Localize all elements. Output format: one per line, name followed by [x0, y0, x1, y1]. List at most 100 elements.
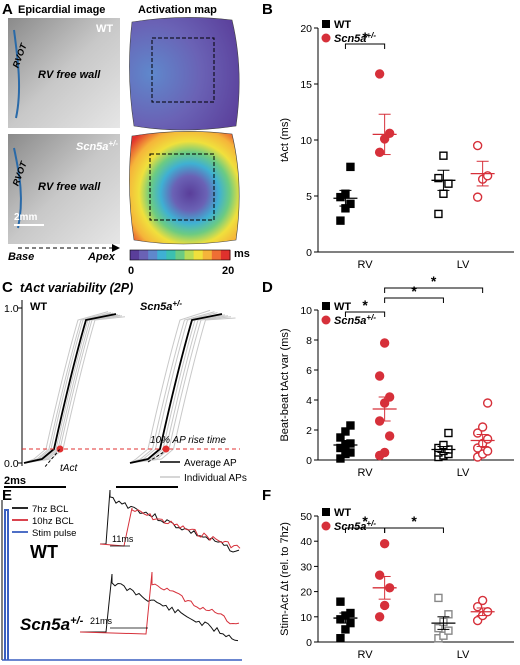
- y-axis-label: Beat-beat tAct var (ms): [279, 328, 291, 441]
- y-tick-label: 0: [306, 637, 312, 649]
- y-tick-label: 50: [300, 511, 312, 523]
- legend-wt-label: WT: [334, 507, 351, 519]
- legend-label-2: Stim pulse: [32, 528, 76, 539]
- legend-scn-label: Scn5a+/-: [334, 519, 376, 533]
- legend-wt-label: WT: [334, 19, 351, 31]
- legend-individual-label: Individual APs: [184, 473, 247, 484]
- individual-ap-trace-scn: [129, 317, 236, 464]
- y-tick-label: 15: [300, 79, 312, 91]
- y-tick-label: 4: [306, 395, 312, 407]
- data-point-wt: [346, 448, 355, 457]
- colorbar-unit: ms: [234, 248, 250, 260]
- scn-label: Scn5a+/-: [76, 139, 118, 153]
- data-point-wt: [444, 610, 453, 619]
- data-point-scn: [379, 338, 390, 348]
- panel-e-wt-label: WT: [30, 542, 58, 562]
- colorbar-swatch: [184, 250, 195, 260]
- legend-wt-label: WT: [334, 301, 351, 313]
- legend-wt-marker: [322, 302, 330, 310]
- scn-7hz-trace: [80, 573, 239, 642]
- colorbar-min: 0: [128, 265, 134, 277]
- data-point-scn: [379, 539, 390, 549]
- data-point-wt: [444, 179, 453, 188]
- panel-d: D 0 2 4 6 8 10 Beat-beat tAct var (ms) RV LV * * * W…: [262, 273, 514, 479]
- scn-rvot-outline: [13, 147, 22, 229]
- individual-ap-trace-wt: [23, 314, 119, 464]
- individual-ap-trace-wt: [23, 312, 112, 464]
- panel-label-f: F: [262, 487, 271, 504]
- col-activation-title: Activation map: [138, 4, 217, 16]
- data-point-scn: [482, 398, 493, 408]
- colorbar-swatch: [175, 250, 186, 260]
- panel-label-d: D: [262, 279, 273, 296]
- y-tick-label: 6: [306, 365, 312, 377]
- y-tick-label: 0: [306, 247, 312, 259]
- col-epicardial-title: Epicardial image: [18, 4, 105, 16]
- data-point-wt: [341, 625, 350, 634]
- y-tick-1: 1.0: [4, 303, 19, 315]
- significance-star: *: [411, 513, 417, 529]
- chart-d: 0 2 4 6 8 10 Beat-beat tAct var (ms) RV LV * * * WTS…: [279, 273, 514, 479]
- colorbar-swatch: [130, 250, 140, 260]
- wt-activation-map: [129, 17, 240, 131]
- colorbar-swatch: [202, 250, 213, 260]
- chart-f: 0 10 20 30 40 50 Stim-Act Δt (rel. to 7hz) RV LV…: [279, 507, 514, 661]
- legend-average-label: Average AP: [184, 458, 237, 469]
- y-tick-label: 30: [300, 561, 312, 573]
- data-point-wt: [336, 216, 345, 225]
- individual-ap-trace-wt: [23, 311, 109, 464]
- data-point-scn: [379, 600, 390, 611]
- individual-ap-trace-wt: [23, 314, 121, 464]
- apex-label: Apex: [87, 251, 116, 263]
- y-tick-label: 10: [300, 135, 312, 147]
- data-point-wt: [439, 189, 448, 198]
- scn-10hz-trace: [79, 571, 240, 635]
- significance-bracket: [384, 297, 444, 303]
- data-point-wt: [444, 428, 453, 438]
- data-point-scn: [374, 371, 385, 381]
- significance-bracket: [384, 527, 444, 533]
- y-tick-label: 20: [300, 587, 312, 599]
- data-point-scn: [384, 431, 395, 441]
- data-point-wt: [439, 151, 448, 160]
- data-point-wt: [434, 593, 443, 603]
- individual-ap-trace-wt: [23, 316, 126, 464]
- scn-roi-box: [149, 153, 215, 221]
- data-point-scn: [477, 595, 488, 606]
- average-ap-trace-wt: [23, 313, 117, 464]
- legend-wt-marker: [322, 508, 330, 516]
- panel-c-scn-label: Scn5a+/-: [140, 299, 182, 313]
- legend-scn-marker: [321, 315, 331, 325]
- arrow-head-icon: [112, 244, 120, 252]
- y-axis-label: Stim-Act Δt (rel. to 7hz): [279, 522, 291, 636]
- data-point-scn: [374, 612, 385, 622]
- x-category-label: LV: [457, 259, 470, 271]
- legend-label-1: 10hz BCL: [32, 516, 74, 527]
- data-point-wt: [346, 439, 355, 448]
- significance-star: *: [362, 513, 368, 529]
- colorbar-swatch: [139, 250, 149, 260]
- y-axis-label: tAct (ms): [279, 118, 291, 162]
- colorbar-swatch: [157, 250, 167, 260]
- y-tick-label: 8: [306, 335, 312, 347]
- average-ap-trace-scn: [129, 313, 223, 464]
- y-tick-label: 40: [300, 536, 312, 548]
- data-point-scn: [374, 69, 385, 79]
- significance-bracket: [384, 287, 484, 293]
- data-point-wt: [346, 199, 355, 209]
- data-point-wt: [444, 626, 453, 635]
- data-point-wt: [346, 421, 355, 430]
- significance-star: *: [362, 29, 368, 45]
- data-point-scn: [374, 570, 385, 580]
- data-point-scn: [472, 140, 483, 151]
- significance-star: *: [431, 273, 437, 289]
- panel-c-title: tAct variability (2P): [20, 281, 133, 295]
- delta-wt-label: 11ms: [112, 534, 134, 544]
- data-point-wt: [336, 454, 345, 463]
- scale-bar-label: 2mm: [14, 212, 37, 223]
- data-point-wt: [336, 597, 345, 606]
